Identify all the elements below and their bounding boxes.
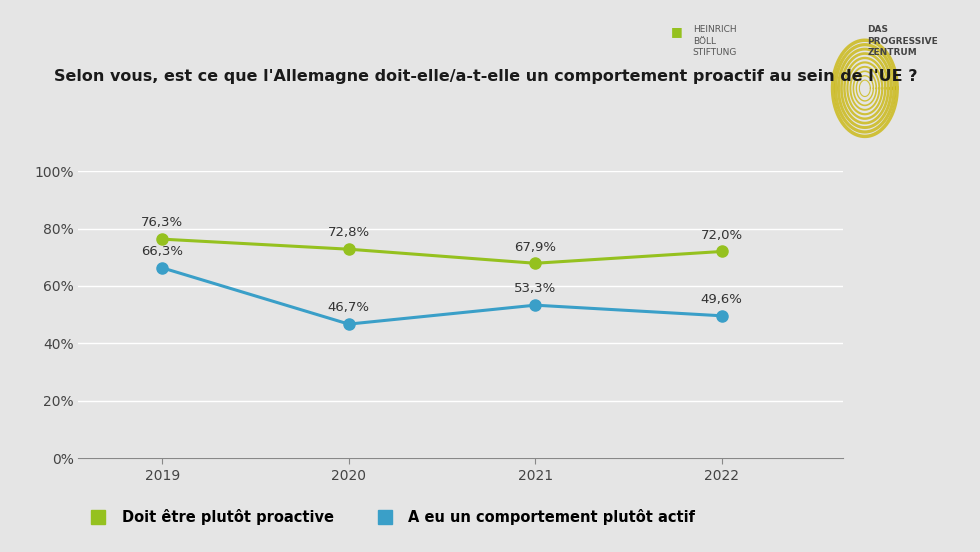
Legend: Doit être plutôt proactive, A eu un comportement plutôt actif: Doit être plutôt proactive, A eu un comp…: [78, 503, 701, 531]
Text: 72,0%: 72,0%: [701, 229, 743, 242]
Text: ■: ■: [671, 25, 683, 38]
Text: 76,3%: 76,3%: [141, 216, 183, 230]
Text: 67,9%: 67,9%: [514, 241, 557, 253]
Text: 66,3%: 66,3%: [141, 245, 183, 258]
Text: 72,8%: 72,8%: [327, 226, 369, 240]
Text: 53,3%: 53,3%: [514, 283, 557, 295]
Text: 46,7%: 46,7%: [327, 301, 369, 315]
Text: 49,6%: 49,6%: [701, 293, 743, 306]
Text: Selon vous, est ce que l'Allemagne doit-elle/a-t-elle un comportement proactif a: Selon vous, est ce que l'Allemagne doit-…: [54, 69, 917, 84]
Text: DAS
PROGRESSIVE
ZENTRUM: DAS PROGRESSIVE ZENTRUM: [867, 25, 938, 57]
Text: HEINRICH
BÖLL
STIFTUNG: HEINRICH BÖLL STIFTUNG: [693, 25, 737, 57]
